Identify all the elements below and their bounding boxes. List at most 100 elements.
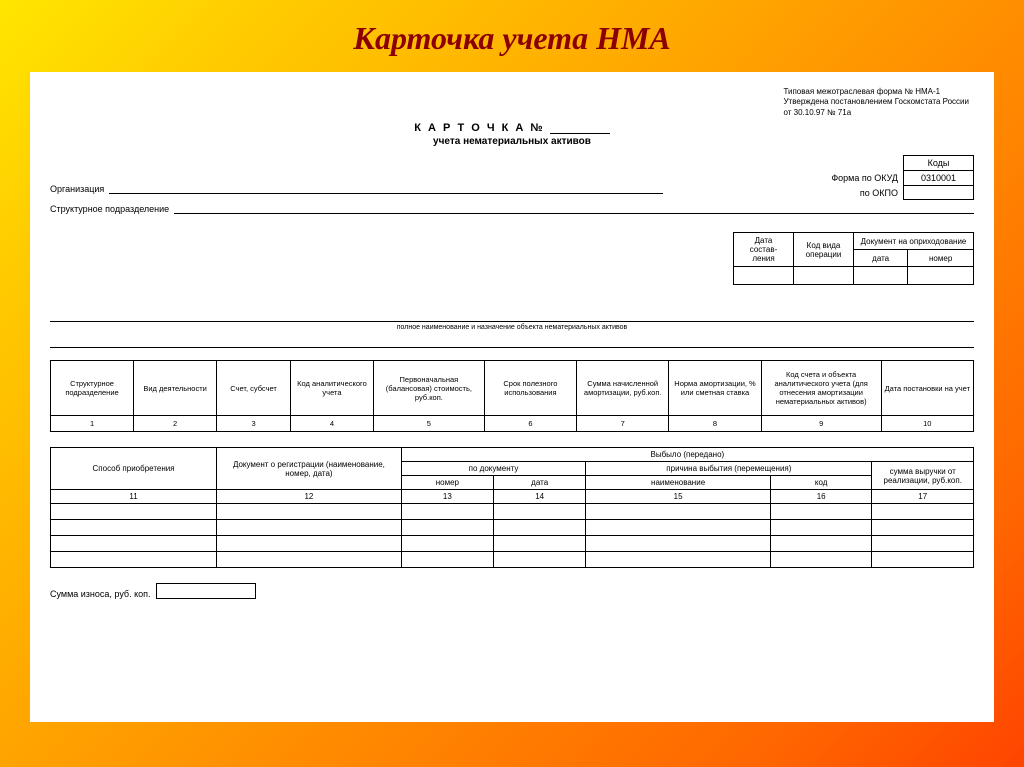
col-reason: причина выбытия (перемещения) (586, 462, 872, 476)
colnum: 1 (51, 416, 134, 432)
table-cell (872, 520, 974, 536)
hdr-cell (908, 267, 974, 285)
slide-title: Карточка учета НМА (30, 20, 994, 57)
object-name-line (50, 310, 974, 322)
dept-field (174, 202, 974, 214)
colnum: 10 (881, 416, 973, 432)
table-cell (217, 504, 402, 520)
col-regdate: Дата постановки на учет (881, 361, 973, 416)
colnum: 13 (401, 490, 493, 504)
colnum: 14 (494, 490, 586, 504)
doc-subtitle: учета нематериальных активов (50, 136, 974, 147)
codes-block: Коды Форма по ОКУД 0310001 по ОКПО (823, 155, 974, 200)
col-acctcode: Код счета и объекта аналитического учета… (761, 361, 881, 416)
col-docdate: дата (494, 476, 586, 490)
codes-header: Коды (904, 156, 974, 171)
col-analcode: Код аналитического учета (290, 361, 373, 416)
colnum: 11 (51, 490, 217, 504)
col-disposed: Выбыло (передано) (401, 448, 973, 462)
col-reasoncode: код (770, 476, 872, 490)
colnum: 3 (217, 416, 291, 432)
hdr-doc-date: дата (854, 250, 908, 267)
object-name-caption: полное наименование и назначение объекта… (50, 324, 974, 331)
footer-depreciation: Сумма износа, руб. коп. (50, 583, 974, 599)
hdr-cell (734, 267, 794, 285)
col-bydoc: по документу (401, 462, 586, 476)
colnum: 17 (872, 490, 974, 504)
col-dept: Структурное подразделение (51, 361, 134, 416)
hdr-doc-col: Документ на оприходование (854, 233, 974, 250)
col-amortrate: Норма амортизации, % или сметная ставка (669, 361, 761, 416)
table-cell (51, 520, 217, 536)
org-label: Организация (50, 184, 104, 194)
hdr-cell (854, 267, 908, 285)
table-cell (872, 536, 974, 552)
hdr-cell (794, 267, 854, 285)
col-initcost: Первоначальная (балансовая) стоимость, р… (374, 361, 485, 416)
table-cell (586, 504, 771, 520)
hdr-opcode-col: Код вида операции (794, 233, 854, 267)
colnum: 9 (761, 416, 881, 432)
table-cell (217, 536, 402, 552)
document-form: Типовая межотраслевая форма № НМА-1 Утве… (30, 72, 994, 722)
table-cell (217, 520, 402, 536)
col-regdoc: Документ о регистрации (наименование, но… (217, 448, 402, 490)
doc-title: К А Р Т О Ч К А № (50, 122, 974, 134)
table-cell (51, 504, 217, 520)
object-name-line2 (50, 336, 974, 348)
table-cell (586, 552, 771, 568)
hdr-doc-num: номер (908, 250, 974, 267)
okpo-label: по ОКПО (823, 186, 903, 200)
hdr-date-col: Дата состав- ления (734, 233, 794, 267)
dept-label: Структурное подразделение (50, 204, 169, 214)
table-cell (494, 536, 586, 552)
doc-title-text: К А Р Т О Ч К А № (414, 122, 544, 134)
colnum: 4 (290, 416, 373, 432)
col-account: Счет, субсчет (217, 361, 291, 416)
col-acquisition: Способ приобретения (51, 448, 217, 490)
okpo-value (904, 186, 974, 200)
colnum: 12 (217, 490, 402, 504)
header-info-table: Дата состав- ления Код вида операции Док… (733, 232, 974, 285)
col-revenue: сумма выручки от реализации, руб.коп. (872, 462, 974, 490)
col-reasonname: наименование (586, 476, 771, 490)
col-amortsum: Сумма начисленной амортизации, руб.коп. (577, 361, 669, 416)
footer-value-box (156, 583, 256, 599)
org-field (109, 182, 663, 194)
colnum: 7 (577, 416, 669, 432)
table-cell (872, 552, 974, 568)
table-cell (51, 536, 217, 552)
disposal-table: Способ приобретения Документ о регистрац… (50, 447, 974, 568)
col-lifetime: Срок полезного использования (484, 361, 576, 416)
table-cell (401, 536, 493, 552)
table-cell (51, 552, 217, 568)
colnum: 6 (484, 416, 576, 432)
okud-label: Форма по ОКУД (823, 171, 903, 186)
doc-number-field (550, 133, 610, 134)
table-cell (401, 552, 493, 568)
table-cell (494, 552, 586, 568)
colnum: 16 (770, 490, 872, 504)
form-ref-line3: от 30.10.97 № 71а (783, 108, 969, 118)
form-ref-line2: Утверждена постановлением Госкомстата Ро… (783, 97, 969, 107)
codes-table: Коды Форма по ОКУД 0310001 по ОКПО (823, 155, 974, 200)
okud-value: 0310001 (904, 171, 974, 186)
table-cell (586, 520, 771, 536)
form-ref-line1: Типовая межотраслевая форма № НМА-1 (783, 87, 969, 97)
colnum: 2 (134, 416, 217, 432)
colnum: 15 (586, 490, 771, 504)
col-activity: Вид деятельности (134, 361, 217, 416)
table-cell (872, 504, 974, 520)
table-cell (586, 536, 771, 552)
table-cell (770, 536, 872, 552)
table-cell (494, 504, 586, 520)
form-reference: Типовая межотраслевая форма № НМА-1 Утве… (783, 87, 969, 118)
table-cell (401, 504, 493, 520)
colnum: 5 (374, 416, 485, 432)
colnum: 8 (669, 416, 761, 432)
table-cell (217, 552, 402, 568)
table-cell (401, 520, 493, 536)
table-cell (770, 520, 872, 536)
table-cell (770, 552, 872, 568)
table-cell (770, 504, 872, 520)
